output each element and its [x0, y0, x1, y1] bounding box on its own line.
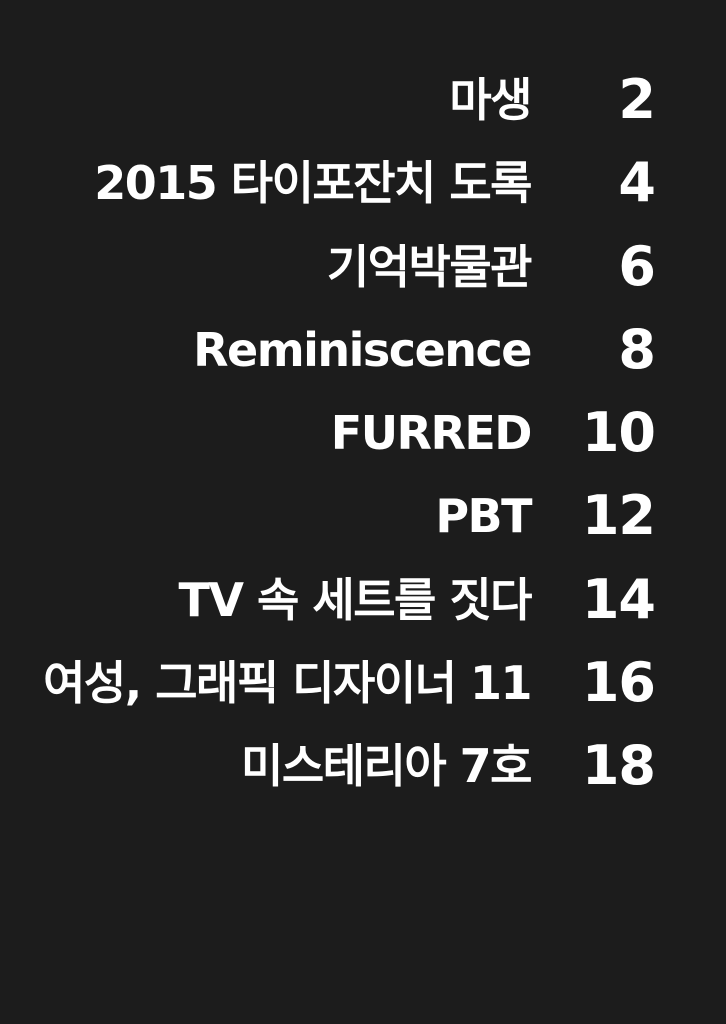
toc-entry[interactable]: TV 속 세트를 짓다 14 — [0, 567, 726, 650]
toc-entry[interactable]: PBT 12 — [0, 483, 726, 566]
toc-entry-page-number: 16 — [581, 651, 656, 715]
toc-entry-title: Reminiscence — [193, 322, 532, 377]
toc-entry[interactable]: 2015 타이포잔치 도록 4 — [0, 150, 726, 233]
toc-entry-page-number: 10 — [581, 401, 656, 465]
toc-entry-title: PBT — [435, 489, 532, 544]
toc-entry-title: TV 속 세트를 짓다 — [178, 572, 533, 627]
toc-entry[interactable]: 여성, 그래픽 디자이너 11 16 — [0, 650, 726, 733]
toc-entry-page-number: 4 — [618, 151, 656, 215]
toc-entry-title: 기억박물관 — [326, 239, 533, 294]
toc-entry-page-number: 8 — [618, 317, 656, 381]
toc-entry-page-number: 12 — [581, 484, 656, 548]
toc-entry[interactable]: 마생 2 — [0, 67, 726, 150]
toc-entry-page-number: 6 — [618, 234, 656, 298]
toc-entry-page-number: 14 — [581, 567, 656, 631]
toc-entry-title: 미스테리아 7호 — [241, 739, 532, 794]
toc-entry[interactable]: Reminiscence 8 — [0, 317, 726, 400]
toc-entry-title: 마생 — [449, 73, 532, 127]
table-of-contents: 마생 2 2015 타이포잔치 도록 4 기억박물관 6 Reminiscenc… — [0, 67, 726, 817]
toc-entry[interactable]: 미스테리아 7호 18 — [0, 733, 726, 816]
toc-entry-title: FURRED — [330, 406, 533, 461]
toc-entry-page-number: 18 — [581, 734, 656, 798]
toc-entry-title: 2015 타이포잔치 도록 — [94, 156, 532, 211]
toc-entry-page-number: 2 — [618, 68, 656, 131]
toc-entry-title: 여성, 그래픽 디자이너 11 — [43, 656, 532, 711]
toc-entry[interactable]: 기억박물관 6 — [0, 234, 726, 317]
toc-entry[interactable]: FURRED 10 — [0, 400, 726, 483]
